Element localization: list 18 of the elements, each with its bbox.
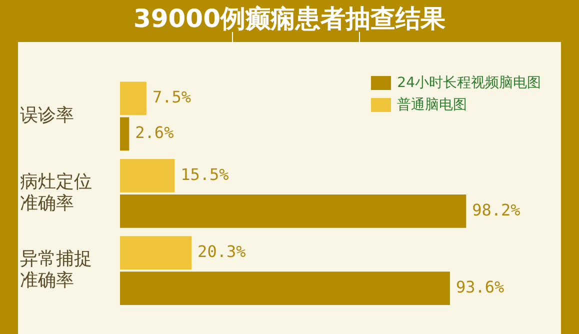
data-label: 93.6% — [456, 278, 504, 297]
data-label: 20.3% — [198, 242, 246, 261]
data-label: 98.2% — [472, 200, 521, 220]
bar — [120, 236, 192, 270]
bar — [120, 117, 130, 151]
chart-title: 39000例癫痫患者抽查结果 — [132, 3, 446, 35]
y-tick-label: 误诊率 — [20, 104, 74, 126]
bar — [120, 272, 450, 306]
legend-label: 普通脑电图 — [397, 96, 468, 114]
bar — [120, 82, 146, 116]
data-label: 2.6% — [135, 123, 174, 142]
bar — [120, 194, 466, 228]
bar — [120, 158, 175, 192]
data-label: 15.5% — [180, 164, 230, 184]
y-tick-label: 病灶定位准确率 — [20, 171, 92, 214]
data-label: 7.5% — [152, 88, 192, 107]
y-tick-label: 异常捕捉准确率 — [20, 248, 92, 292]
legend-label: 24小时长程视频脑电图 — [397, 74, 541, 92]
